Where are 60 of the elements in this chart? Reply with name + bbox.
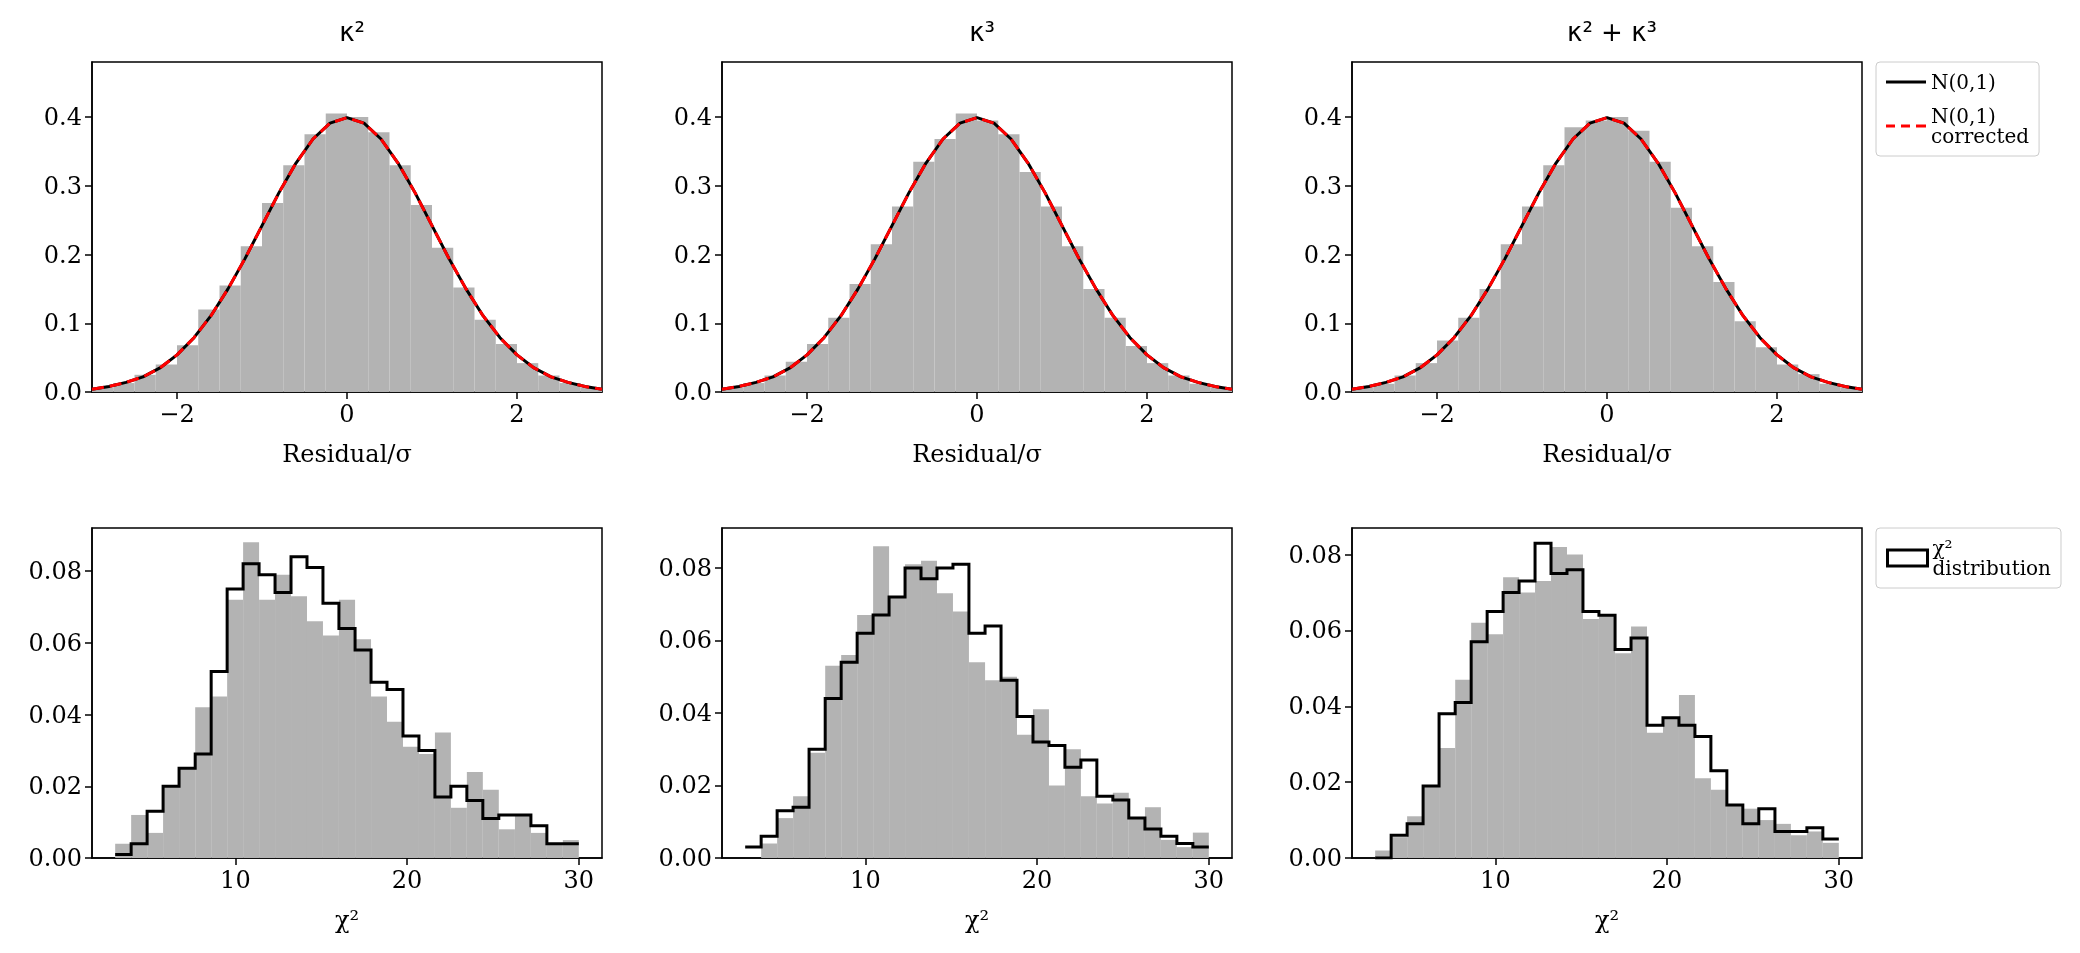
y-tick-label: 0.3 — [43, 171, 82, 200]
y-tick-label: 0.00 — [1288, 844, 1342, 872]
y-tick-label: 0.4 — [673, 103, 712, 131]
legend-label: N(0,1) corrected — [1931, 104, 2030, 148]
y-tick-label: 0.08 — [1288, 540, 1342, 569]
y-tick-label: 0.4 — [1303, 103, 1342, 131]
x-axis-title: Residual/σ — [912, 440, 1042, 468]
x-axis-title: Residual/σ — [282, 440, 412, 468]
legend-label: χ² distribution — [1932, 536, 2052, 580]
x-tick-label: 0 — [339, 400, 355, 428]
chart-title: κ³ — [969, 17, 995, 47]
y-tick-label: 0.06 — [1288, 616, 1342, 645]
y-tick-label: 0.0 — [43, 378, 82, 406]
x-tick-label: 2 — [509, 400, 525, 428]
y-tick-label: 0.3 — [1303, 171, 1342, 200]
y-tick-label: 0.1 — [43, 309, 82, 338]
y-tick-label: 0.0 — [673, 378, 712, 406]
y-tick-label: 0.1 — [673, 309, 712, 338]
x-axis-title: χ² — [1594, 906, 1620, 934]
y-tick-label: 0.3 — [673, 171, 712, 200]
y-tick-label: 0.04 — [1288, 692, 1342, 721]
y-tick-label: 0.02 — [28, 772, 82, 801]
x-tick-label: 0 — [969, 400, 985, 428]
y-tick-label: 0.04 — [658, 698, 712, 727]
y-tick-label: 0.00 — [28, 844, 82, 872]
legend-label: N(0,1) — [1931, 70, 1996, 94]
x-tick-label: 2 — [1139, 400, 1155, 428]
x-tick-label: 10 — [220, 866, 251, 894]
y-tick-label: 0.08 — [28, 557, 82, 586]
y-tick-label: 0.2 — [1303, 240, 1342, 269]
y-tick-label: 0.02 — [1288, 768, 1342, 797]
x-tick-label: −2 — [789, 400, 825, 428]
x-axis-title: Residual/σ — [1542, 440, 1672, 468]
y-tick-label: 0.06 — [658, 626, 712, 655]
x-tick-label: 20 — [1021, 866, 1053, 894]
x-tick-label: −2 — [159, 400, 195, 428]
x-tick-label: 0 — [1599, 400, 1615, 428]
chart-title: κ² + κ³ — [1567, 17, 1657, 47]
x-tick-label: 10 — [1480, 866, 1511, 894]
x-tick-label: 2 — [1769, 400, 1785, 428]
y-tick-label: 0.06 — [28, 628, 82, 657]
x-tick-label: 20 — [1651, 866, 1683, 894]
y-tick-label: 0.2 — [673, 240, 712, 269]
x-axis-title: χ² — [334, 906, 360, 934]
x-axis-title: χ² — [964, 906, 990, 934]
y-tick-label: 0.0 — [1303, 378, 1342, 406]
y-tick-label: 0.4 — [43, 103, 82, 131]
y-tick-label: 0.04 — [28, 700, 82, 729]
chart-title: κ² — [339, 17, 365, 47]
x-tick-label: 30 — [1823, 866, 1855, 894]
x-tick-label: 30 — [1193, 866, 1225, 894]
x-tick-label: 30 — [563, 866, 595, 894]
x-tick-label: 20 — [391, 866, 423, 894]
y-tick-label: 0.2 — [43, 240, 82, 269]
y-tick-label: 0.00 — [658, 844, 712, 872]
y-tick-label: 0.08 — [658, 553, 712, 582]
x-tick-label: −2 — [1419, 400, 1455, 428]
y-tick-label: 0.1 — [1303, 309, 1342, 338]
x-tick-label: 10 — [850, 866, 881, 894]
y-tick-label: 0.02 — [658, 771, 712, 800]
